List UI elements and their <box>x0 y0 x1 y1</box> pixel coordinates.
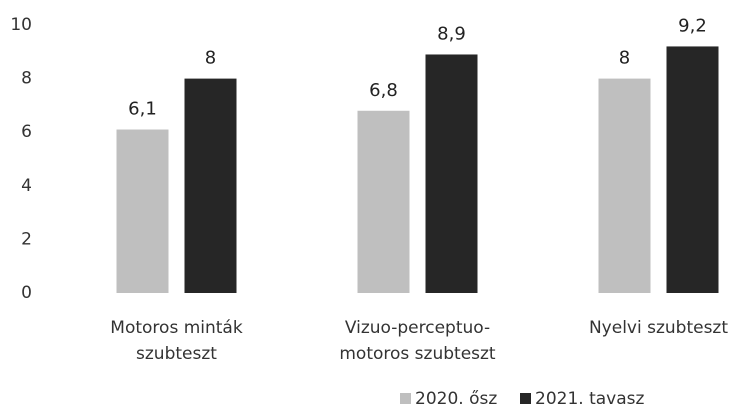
y-tick-label: 0 <box>21 283 32 303</box>
x-tick-label: Motoros minták szubteszt <box>110 318 243 364</box>
data-label: 6,8 <box>369 80 398 101</box>
bar <box>666 46 719 293</box>
bar <box>425 54 478 294</box>
legend-label: 2021. tavasz <box>535 389 644 409</box>
y-tick-label: 8 <box>21 69 32 89</box>
legend-swatch <box>400 393 411 404</box>
bar <box>598 78 651 293</box>
bar <box>184 78 237 293</box>
y-tick-label: 10 <box>10 15 32 35</box>
legend-swatch <box>520 393 531 404</box>
y-tick-label: 4 <box>21 176 32 196</box>
data-label: 6,1 <box>128 99 157 120</box>
data-label: 8,9 <box>437 23 466 44</box>
y-tick-label: 6 <box>21 122 32 142</box>
y-tick-label: 2 <box>21 229 32 249</box>
x-tick-label: Nyelvi szubteszt <box>588 318 729 338</box>
x-tick-label: Vizuo-perceptuo-motoros szubteszt <box>339 318 496 364</box>
data-label: 9,2 <box>678 15 707 36</box>
legend-label: 2020. ősz <box>415 389 497 409</box>
data-label: 8 <box>619 48 630 69</box>
bar <box>357 110 410 293</box>
data-label: 8 <box>205 48 216 69</box>
bar <box>116 129 169 293</box>
